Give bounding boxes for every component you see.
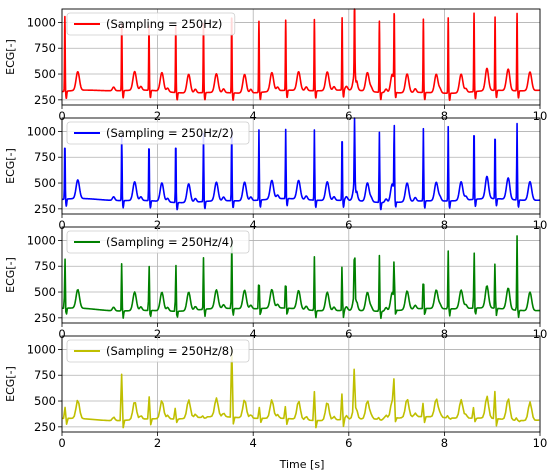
y-tick-label: 1000 — [27, 233, 56, 247]
x-tick-label: 0 — [58, 327, 65, 341]
panel-3: 0 2 4 6 8 10 250 500 750 1000 ECG[-] (Sampling = 25… — [4, 226, 548, 341]
x-tick-label: 8 — [441, 218, 448, 232]
legend: (Sampling = 250Hz) — [66, 12, 236, 36]
x-tick-label: 6 — [345, 218, 352, 232]
y-tick-label: 1000 — [27, 124, 56, 138]
x-tick-label: 2 — [154, 109, 161, 123]
x-tick-label: 6 — [345, 109, 352, 123]
panel-2: 0 2 4 6 8 10 250 500 750 1000 ECG[-] (Sampling = 25… — [4, 117, 548, 232]
x-tick-label: 10 — [533, 327, 548, 341]
y-tick-label: 500 — [34, 285, 56, 299]
legend-label: (Sampling = 250Hz/8) — [106, 344, 234, 358]
y-tick-label: 500 — [34, 394, 56, 408]
x-tick-label: 8 — [441, 436, 448, 450]
x-tick-label: 4 — [250, 109, 257, 123]
legend: (Sampling = 250Hz/4) — [66, 230, 250, 254]
y-axis-label: ECG[-] — [4, 257, 17, 293]
x-tick-label: 2 — [154, 218, 161, 232]
legend-frame — [66, 121, 250, 145]
x-tick-label: 0 — [58, 218, 65, 232]
plot-frame — [61, 117, 541, 215]
x-tick-label: 0 — [58, 109, 65, 123]
y-tick-label: 500 — [34, 67, 56, 81]
x-axis-label: Time [s] — [279, 458, 325, 471]
x-tick-label: 0 — [58, 436, 65, 450]
x-tick-label: 2 — [154, 436, 161, 450]
y-tick-label: 250 — [34, 420, 56, 434]
x-tick-label: 2 — [154, 327, 161, 341]
plot-frame — [61, 335, 541, 433]
series-line-2 — [61, 117, 541, 211]
y-axis-label: ECG[-] — [4, 39, 17, 75]
legend-label: (Sampling = 250Hz/4) — [106, 235, 234, 249]
legend-label: (Sampling = 250Hz) — [106, 17, 222, 31]
x-tick-label: 10 — [533, 436, 548, 450]
x-tick-label: 8 — [441, 109, 448, 123]
series-line-4 — [61, 235, 541, 320]
plot-frame — [61, 226, 541, 324]
x-tick-label: 4 — [250, 327, 257, 341]
panel-1: 0 2 4 6 8 10 250 500 750 1000 ECG[-] (Sampling = 25… — [4, 8, 548, 123]
x-tick-label: 10 — [533, 109, 548, 123]
x-tick-label: 4 — [250, 436, 257, 450]
legend: (Sampling = 250Hz/8) — [66, 339, 250, 363]
y-tick-label: 250 — [34, 93, 56, 107]
plot-frame — [61, 8, 541, 106]
series-line-8 — [61, 347, 540, 429]
legend-label: (Sampling = 250Hz/2) — [106, 126, 234, 140]
y-tick-label: 1000 — [27, 15, 56, 29]
x-tick-label: 4 — [250, 218, 257, 232]
x-tick-label: 6 — [345, 327, 352, 341]
series-line-1 — [61, 8, 541, 102]
y-tick-label: 1000 — [27, 342, 56, 356]
y-tick-label: 250 — [34, 311, 56, 325]
y-tick-label: 750 — [34, 150, 56, 164]
y-tick-label: 750 — [34, 41, 56, 55]
legend-frame — [66, 339, 250, 363]
legend-frame — [66, 12, 236, 36]
y-tick-label: 500 — [34, 176, 56, 190]
legend-frame — [66, 230, 250, 254]
legend: (Sampling = 250Hz/2) — [66, 121, 250, 145]
x-tick-label: 10 — [533, 218, 548, 232]
y-tick-label: 750 — [34, 259, 56, 273]
y-axis-label: ECG[-] — [4, 366, 17, 402]
x-tick-label: 6 — [345, 436, 352, 450]
x-tick-label: 8 — [441, 327, 448, 341]
y-axis-label: ECG[-] — [4, 148, 17, 184]
y-tick-label: 750 — [34, 368, 56, 382]
panel-4: 0 2 4 6 8 10 250 500 750 1000 ECG[-] (Sampling = 25… — [4, 335, 548, 450]
y-tick-label: 250 — [34, 202, 56, 216]
